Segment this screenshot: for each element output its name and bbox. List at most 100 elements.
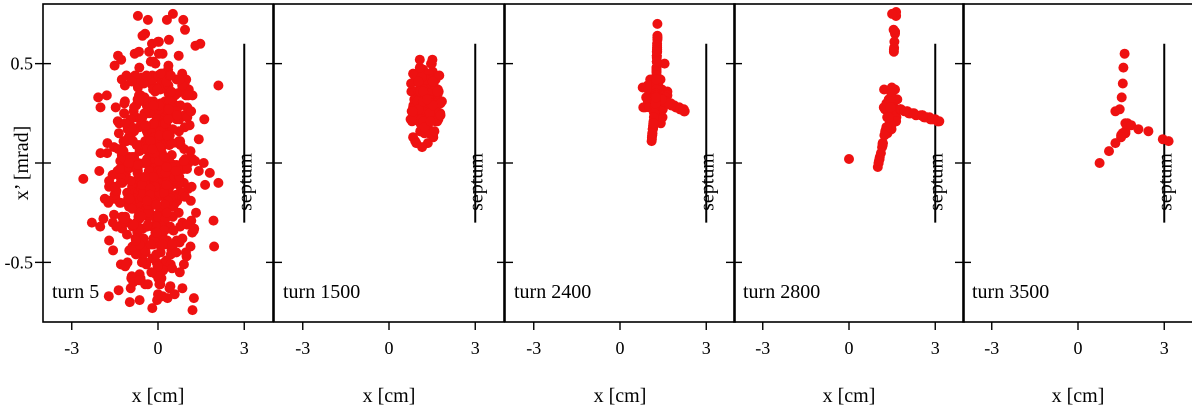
data-point <box>96 148 106 158</box>
data-point <box>148 172 158 182</box>
data-point <box>879 130 889 140</box>
data-point <box>186 242 196 252</box>
data-point <box>169 226 179 236</box>
data-point <box>171 247 181 257</box>
data-point <box>87 218 97 228</box>
scatter-points <box>1095 49 1174 168</box>
data-point <box>889 25 899 35</box>
data-point <box>213 81 223 91</box>
data-point <box>162 208 172 218</box>
data-point <box>132 140 142 150</box>
data-point <box>78 174 88 184</box>
data-point <box>415 55 425 65</box>
data-point <box>162 130 172 140</box>
data-point <box>134 63 144 73</box>
x-tick-label: -3 <box>64 338 79 358</box>
data-point <box>182 220 192 230</box>
data-point <box>111 222 121 232</box>
data-point <box>413 77 423 87</box>
data-point <box>102 90 112 100</box>
data-point <box>651 92 661 102</box>
data-point <box>166 71 176 81</box>
data-point <box>874 156 884 166</box>
data-point <box>133 11 143 21</box>
data-point <box>426 116 436 126</box>
septum-label: septum <box>465 153 487 211</box>
data-point <box>411 138 421 148</box>
data-point <box>1143 126 1153 136</box>
data-point <box>115 164 125 174</box>
data-point <box>678 104 688 114</box>
data-point <box>171 166 181 176</box>
septum-label: septum <box>925 153 947 211</box>
data-point <box>111 102 121 112</box>
data-point <box>98 214 108 224</box>
data-point <box>177 283 187 293</box>
data-point <box>1110 106 1120 116</box>
data-point <box>172 110 182 120</box>
data-point <box>104 291 114 301</box>
data-point <box>164 35 174 45</box>
data-point <box>1110 138 1120 148</box>
data-point <box>153 37 163 47</box>
x-axis-label: x [cm] <box>1052 385 1105 407</box>
data-point <box>195 39 205 49</box>
data-point <box>1104 146 1114 156</box>
data-point <box>131 236 141 246</box>
data-point <box>134 275 144 285</box>
data-point <box>147 144 157 154</box>
y-axis-label: x’ [mrad] <box>11 126 33 201</box>
data-point <box>429 126 439 136</box>
data-point <box>138 31 148 41</box>
data-point <box>158 240 168 250</box>
data-point <box>120 118 130 128</box>
data-point <box>154 279 164 289</box>
data-point <box>141 120 151 130</box>
data-point <box>125 194 135 204</box>
data-point <box>143 220 153 230</box>
x-tick-label: -3 <box>295 338 310 358</box>
x-tick-label: 0 <box>154 338 163 358</box>
x-axis-label: x [cm] <box>823 385 876 407</box>
data-point <box>160 152 170 162</box>
x-tick-label: 3 <box>240 338 249 358</box>
data-point <box>408 106 418 116</box>
data-point <box>187 182 197 192</box>
x-tick-label: -3 <box>984 338 999 358</box>
data-point <box>209 242 219 252</box>
data-point <box>200 180 210 190</box>
data-point <box>162 162 172 172</box>
data-point <box>436 110 446 120</box>
septum-label: septum <box>1154 153 1176 211</box>
data-point <box>122 230 132 240</box>
data-point <box>135 295 145 305</box>
turn-label: turn 5 <box>52 281 99 303</box>
data-point <box>1164 136 1174 146</box>
y-tick-label: 0.5 <box>11 54 34 74</box>
data-point <box>179 156 189 166</box>
data-point <box>114 128 124 138</box>
x-tick-label: 3 <box>471 338 480 358</box>
x-tick-label: 3 <box>1160 338 1169 358</box>
x-tick-label: 3 <box>931 338 940 358</box>
data-point <box>166 87 176 97</box>
data-point <box>188 305 198 315</box>
scatter-points <box>406 55 447 152</box>
data-point <box>213 178 223 188</box>
data-point <box>180 192 190 202</box>
data-point <box>134 47 144 57</box>
data-point <box>142 71 152 81</box>
data-point <box>133 160 143 170</box>
data-point <box>194 134 204 144</box>
data-point <box>648 128 658 138</box>
data-point <box>432 87 442 97</box>
data-point <box>1095 158 1105 168</box>
data-point <box>124 158 134 168</box>
y-tick-label: -0.5 <box>5 252 34 272</box>
data-point <box>152 200 162 210</box>
